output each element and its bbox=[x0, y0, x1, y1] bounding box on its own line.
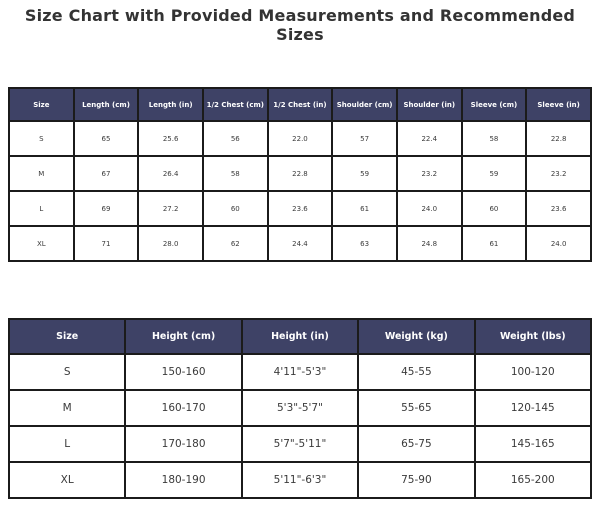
value-cell: 24.0 bbox=[525, 225, 592, 262]
value-cell: 4'11"-5'3" bbox=[240, 353, 360, 391]
value-cell: 22.8 bbox=[266, 155, 334, 192]
value-cell: 58 bbox=[460, 120, 528, 157]
column-header: Size bbox=[7, 318, 127, 355]
header-row: Size Length (cm) Length (in) 1/2 Chest (cm)… bbox=[8, 87, 592, 122]
value-cell: 100-120 bbox=[473, 353, 593, 391]
value-cell: 170-180 bbox=[124, 425, 243, 463]
table-row: L 69 27.2 60 23.6 61 24.0 60 23.6 bbox=[8, 190, 592, 227]
value-cell: 60 bbox=[460, 190, 528, 227]
value-cell: 61 bbox=[460, 225, 528, 262]
size-cell: XL bbox=[8, 225, 75, 262]
value-cell: 61 bbox=[331, 190, 398, 227]
value-cell: 59 bbox=[460, 155, 528, 192]
size-cell: XL bbox=[7, 461, 127, 499]
value-cell: 75-90 bbox=[357, 461, 476, 499]
value-cell: 45-55 bbox=[357, 353, 476, 391]
measurements-table: Size Length (cm) Length (in) 1/2 Chest (cm)… bbox=[8, 87, 592, 262]
column-header: Length (cm) bbox=[72, 87, 140, 122]
table-row: XL 180-190 5'11"-6'3" 75-90 165-200 bbox=[7, 461, 593, 499]
value-cell: 150-160 bbox=[124, 353, 243, 391]
value-cell: 63 bbox=[331, 225, 398, 262]
value-cell: 5'7"-5'11" bbox=[240, 425, 360, 463]
value-cell: 22.4 bbox=[395, 120, 463, 157]
value-cell: 24.8 bbox=[395, 225, 463, 262]
table-row: M 67 26.4 58 22.8 59 23.2 59 23.2 bbox=[8, 155, 592, 192]
value-cell: 69 bbox=[72, 190, 140, 227]
table-row: M 160-170 5'3"-5'7" 55-65 120-145 bbox=[7, 389, 593, 427]
value-cell: 27.2 bbox=[137, 190, 204, 227]
value-cell: 23.2 bbox=[525, 155, 592, 192]
value-cell: 180-190 bbox=[124, 461, 243, 499]
column-header: Weight (kg) bbox=[357, 318, 476, 355]
value-cell: 25.6 bbox=[137, 120, 204, 157]
value-cell: 165-200 bbox=[473, 461, 593, 499]
column-header: Shoulder (cm) bbox=[331, 87, 398, 122]
size-cell: L bbox=[7, 425, 127, 463]
column-header: Weight (lbs) bbox=[473, 318, 593, 355]
table-row: XL 71 28.0 62 24.4 63 24.8 61 24.0 bbox=[8, 225, 592, 262]
value-cell: 71 bbox=[72, 225, 140, 262]
column-header: Height (cm) bbox=[124, 318, 243, 355]
value-cell: 160-170 bbox=[124, 389, 243, 427]
value-cell: 5'3"-5'7" bbox=[240, 389, 360, 427]
value-cell: 62 bbox=[201, 225, 269, 262]
value-cell: 24.4 bbox=[266, 225, 334, 262]
value-cell: 60 bbox=[201, 190, 269, 227]
value-cell: 22.0 bbox=[266, 120, 334, 157]
recommended-sizes-table: Size Height (cm) Height (in) Weight (kg) Wei… bbox=[7, 318, 593, 499]
value-cell: 56 bbox=[201, 120, 269, 157]
column-header: Length (in) bbox=[137, 87, 204, 122]
value-cell: 58 bbox=[201, 155, 269, 192]
value-cell: 57 bbox=[331, 120, 398, 157]
table-row: S 65 25.6 56 22.0 57 22.4 58 22.8 bbox=[8, 120, 592, 157]
value-cell: 65 bbox=[72, 120, 140, 157]
size-cell: S bbox=[7, 353, 127, 391]
value-cell: 23.6 bbox=[266, 190, 334, 227]
column-header: 1/2 Chest (in) bbox=[266, 87, 334, 122]
value-cell: 67 bbox=[72, 155, 140, 192]
value-cell: 59 bbox=[331, 155, 398, 192]
header-row: Size Height (cm) Height (in) Weight (kg) Wei… bbox=[7, 318, 593, 355]
size-cell: M bbox=[7, 389, 127, 427]
value-cell: 55-65 bbox=[357, 389, 476, 427]
size-cell: S bbox=[8, 120, 75, 157]
value-cell: 120-145 bbox=[473, 389, 593, 427]
value-cell: 65-75 bbox=[357, 425, 476, 463]
size-cell: M bbox=[8, 155, 75, 192]
table-row: S 150-160 4'11"-5'3" 45-55 100-120 bbox=[7, 353, 593, 391]
value-cell: 23.2 bbox=[395, 155, 463, 192]
value-cell: 26.4 bbox=[137, 155, 204, 192]
value-cell: 24.0 bbox=[395, 190, 463, 227]
size-cell: L bbox=[8, 190, 75, 227]
value-cell: 5'11"-6'3" bbox=[240, 461, 360, 499]
column-header: Sleeve (in) bbox=[525, 87, 592, 122]
column-header: Height (in) bbox=[240, 318, 360, 355]
page-title: Size Chart with Provided Measurements an… bbox=[24, 6, 576, 44]
value-cell: 28.0 bbox=[137, 225, 204, 262]
column-header: Size bbox=[8, 87, 75, 122]
column-header: Sleeve (cm) bbox=[460, 87, 528, 122]
column-header: Shoulder (in) bbox=[395, 87, 463, 122]
value-cell: 23.6 bbox=[525, 190, 592, 227]
table-row: L 170-180 5'7"-5'11" 65-75 145-165 bbox=[7, 425, 593, 463]
column-header: 1/2 Chest (cm) bbox=[201, 87, 269, 122]
value-cell: 145-165 bbox=[473, 425, 593, 463]
value-cell: 22.8 bbox=[525, 120, 592, 157]
